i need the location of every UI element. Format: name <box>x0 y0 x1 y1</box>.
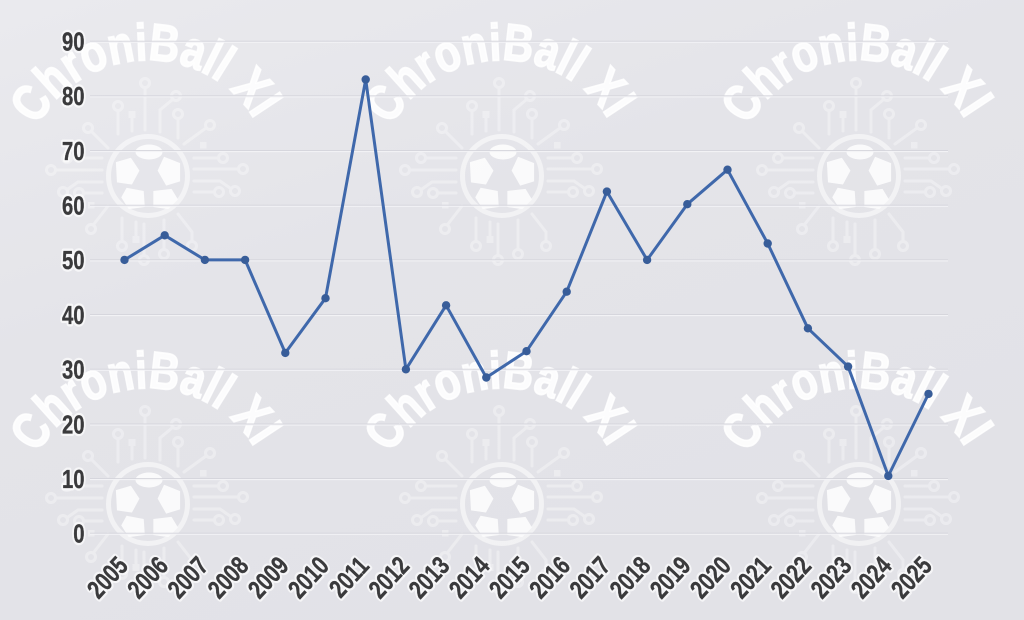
svg-text:30: 30 <box>62 355 85 384</box>
svg-text:70: 70 <box>62 136 85 165</box>
svg-text:50: 50 <box>62 246 85 275</box>
svg-text:0: 0 <box>73 519 84 548</box>
svg-text:20: 20 <box>62 410 85 439</box>
svg-text:70: 70 <box>62 136 85 165</box>
svg-text:20: 20 <box>62 410 85 439</box>
svg-text:40: 40 <box>62 300 85 329</box>
svg-text:80: 80 <box>62 82 85 111</box>
svg-text:50: 50 <box>62 246 85 275</box>
svg-text:40: 40 <box>62 300 85 329</box>
svg-text:90: 90 <box>62 27 85 56</box>
svg-text:80: 80 <box>62 82 85 111</box>
svg-text:0: 0 <box>73 519 84 548</box>
svg-text:30: 30 <box>62 355 85 384</box>
svg-text:10: 10 <box>62 464 85 493</box>
svg-text:10: 10 <box>62 464 85 493</box>
svg-text:90: 90 <box>62 27 85 56</box>
svg-text:60: 60 <box>62 191 85 220</box>
svg-text:60: 60 <box>62 191 85 220</box>
